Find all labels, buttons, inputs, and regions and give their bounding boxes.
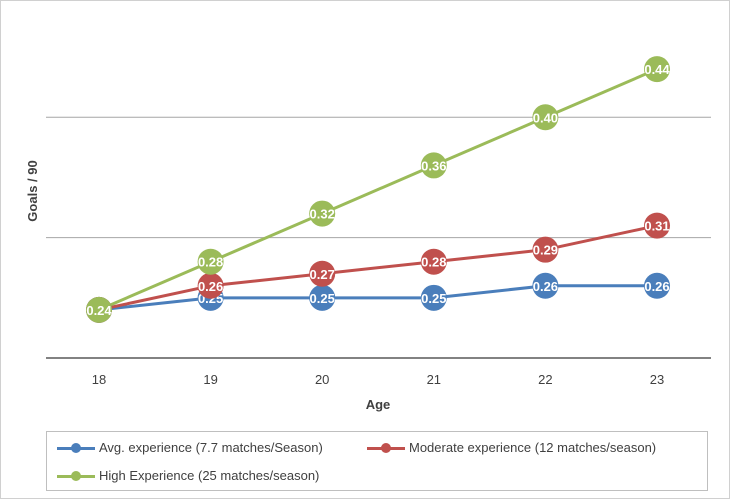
gridlines [46, 116, 711, 239]
data-point [644, 56, 670, 83]
legend-label-high: High Experience (25 matches/season) [99, 468, 320, 483]
legend-item-high: High Experience (25 matches/season) [57, 468, 319, 483]
series-line-2 [97, 67, 659, 312]
data-label: 0.25 [421, 291, 446, 306]
x-tick-label: 21 [427, 372, 441, 387]
data-label: 0.26 [644, 279, 669, 294]
data-label: 0.26 [198, 279, 223, 294]
series-line-1 [97, 224, 659, 312]
data-label: 0.32 [310, 207, 335, 222]
data-point [197, 272, 224, 299]
legend-swatch-avg [57, 442, 95, 454]
series-markers: 0.250.250.250.260.260.260.270.280.290.31… [86, 56, 670, 323]
data-label: 0.24 [86, 303, 112, 318]
data-point [644, 272, 670, 299]
legend: Avg. experience (7.7 matches/Season) Mod… [46, 431, 708, 491]
data-point [309, 284, 336, 311]
data-point [86, 296, 112, 323]
data-label: 0.36 [421, 158, 446, 173]
data-label: 0.25 [310, 291, 335, 306]
legend-swatch-moderate [367, 442, 405, 454]
legend-item-moderate: Moderate experience (12 matches/season) [367, 440, 656, 455]
data-label: 0.29 [533, 243, 558, 258]
data-label: 0.26 [533, 279, 558, 294]
data-label: 0.31 [644, 219, 669, 234]
x-tick-label: 19 [203, 372, 217, 387]
legend-label-moderate: Moderate experience (12 matches/season) [409, 440, 657, 455]
data-point [532, 272, 559, 299]
x-axis-title: Age [366, 397, 391, 412]
series-line-0 [97, 284, 659, 312]
x-tick-label: 20 [315, 372, 329, 387]
series-lines [97, 67, 659, 312]
data-point [420, 284, 447, 311]
data-point [532, 236, 559, 263]
data-label: 0.44 [644, 62, 670, 77]
data-point [532, 104, 559, 131]
data-point [197, 248, 224, 275]
data-label: 0.28 [421, 255, 446, 270]
data-label: 0.28 [198, 255, 223, 270]
legend-item-avg: Avg. experience (7.7 matches/Season) [57, 440, 323, 455]
data-point [644, 212, 670, 239]
y-axis-title: Goals / 90 [25, 160, 40, 221]
x-tick-labels: 18 19 20 21 22 23 [92, 372, 664, 387]
data-point [420, 152, 447, 179]
x-tick-label: 22 [538, 372, 552, 387]
legend-label-avg: Avg. experience (7.7 matches/Season) [99, 440, 323, 455]
data-label: 0.27 [310, 267, 335, 282]
data-label: 0.40 [533, 110, 558, 125]
x-tick-label: 23 [650, 372, 664, 387]
x-tick-label: 18 [92, 372, 106, 387]
data-point [309, 200, 336, 227]
data-point [309, 260, 336, 287]
legend-swatch-high [57, 470, 95, 482]
data-point [420, 248, 447, 275]
